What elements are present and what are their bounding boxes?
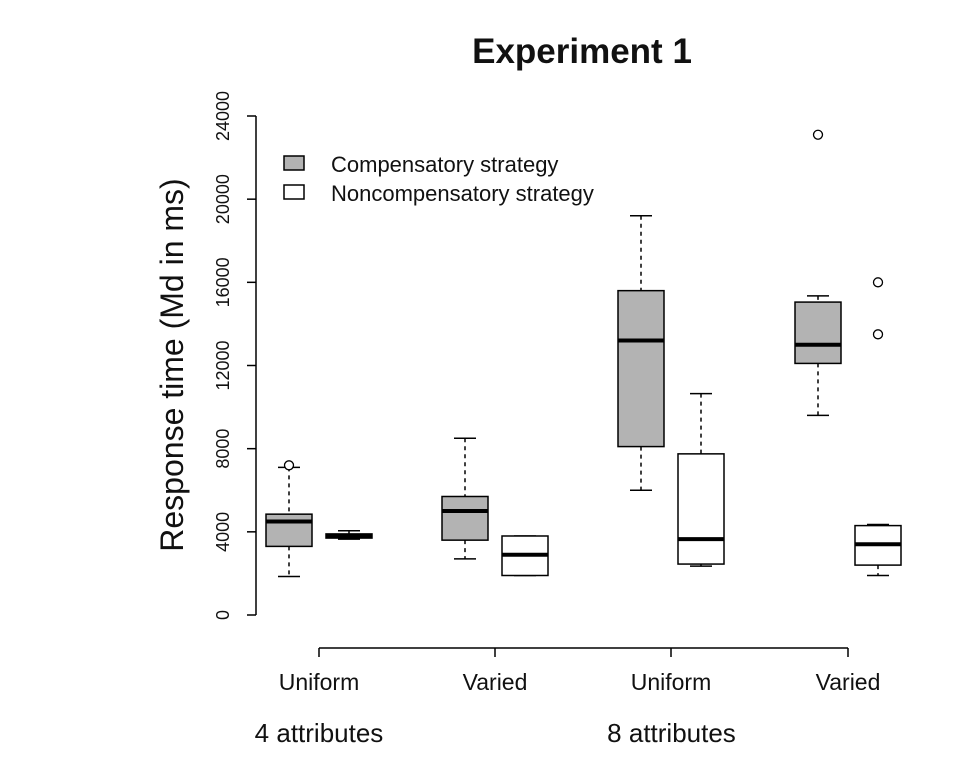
x-tick-label: Varied (463, 669, 528, 695)
x-tick-label: Uniform (631, 669, 712, 695)
box-noncompensatory (325, 530, 373, 540)
outlier-point (872, 277, 884, 288)
box-iqr (677, 453, 725, 565)
legend-swatch-compensatory (283, 155, 305, 171)
chart-title: Experiment 1 (472, 32, 692, 71)
legend-label-compensatory: Compensatory strategy (331, 152, 558, 177)
x-tick-label: Varied (816, 669, 881, 695)
outlier-point (872, 329, 884, 340)
legend-swatch-noncompensatory (283, 184, 305, 200)
box-compensatory (265, 460, 313, 578)
legend: Compensatory strategy Noncompensatory st… (283, 152, 594, 206)
y-axis-label: Response time (Md in ms) (154, 178, 190, 551)
box-noncompensatory (854, 277, 902, 577)
box-compensatory (617, 215, 665, 491)
y-tick-label: 20000 (213, 174, 233, 224)
y-tick-label: 8000 (213, 429, 233, 469)
y-tick-label: 0 (213, 610, 233, 620)
box-iqr (265, 513, 313, 548)
x-group-label: 4 attributes (255, 718, 384, 748)
y-tick-label: 12000 (213, 340, 233, 390)
y-tick-label: 16000 (213, 257, 233, 307)
outlier-point (812, 129, 824, 140)
y-tick-label: 4000 (213, 512, 233, 552)
outlier-point (283, 460, 295, 471)
box-iqr (441, 495, 489, 541)
box-noncompensatory (677, 392, 725, 567)
box-compensatory (794, 129, 842, 417)
legend-label-noncompensatory: Noncompensatory strategy (331, 181, 594, 206)
y-tick-label: 24000 (213, 91, 233, 141)
box-iqr (617, 289, 665, 448)
x-axis: Uniform Varied Uniform Varied 4 attributes 8 … (255, 647, 881, 748)
x-group-label: 8 attributes (607, 718, 736, 748)
box-noncompensatory (501, 535, 549, 577)
y-axis: 0 4000 8000 12000 16000 20000 24000 (213, 91, 257, 620)
boxes-layer (265, 129, 902, 578)
x-tick-label: Uniform (279, 669, 360, 695)
box-iqr (794, 301, 842, 365)
box-compensatory (441, 437, 489, 560)
